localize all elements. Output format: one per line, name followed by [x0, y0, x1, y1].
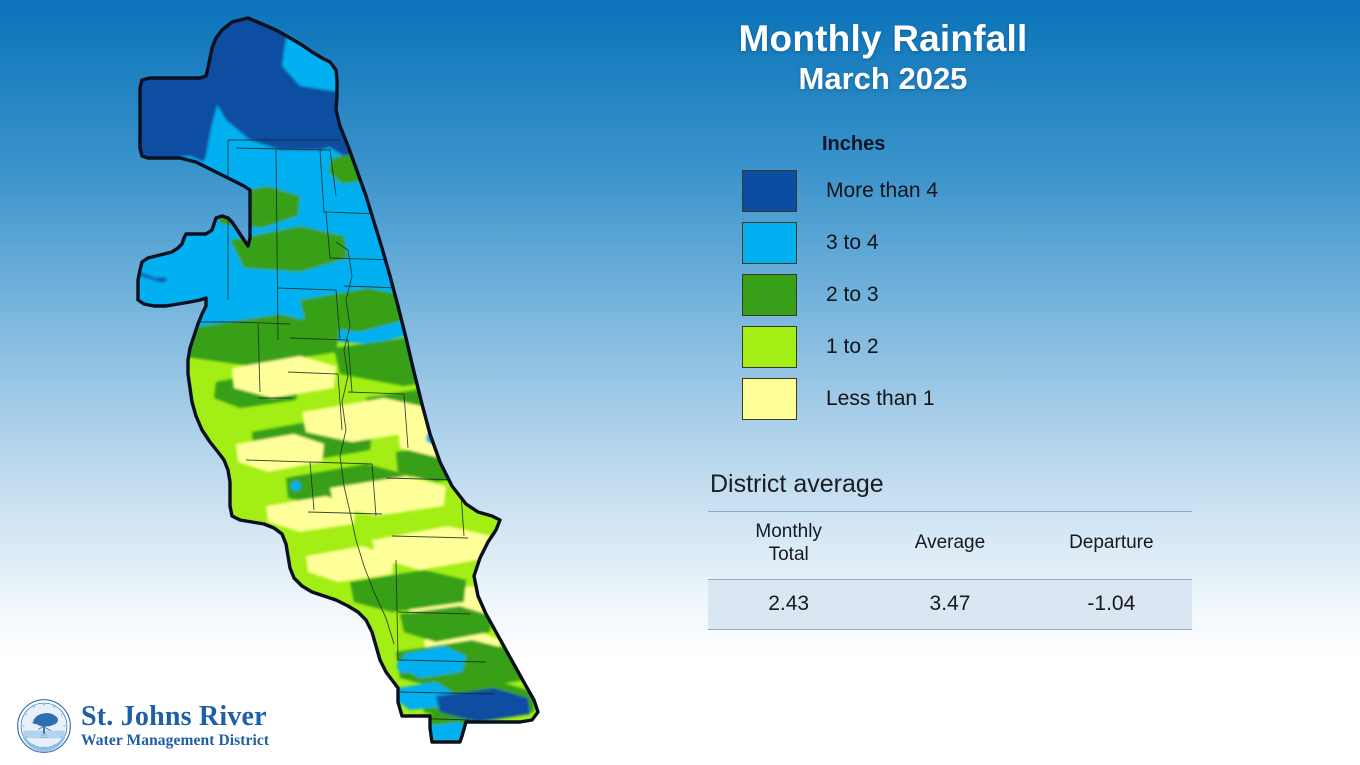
legend-label-1-to-2: 1 to 2 — [826, 335, 879, 358]
legend-swatch-1-to-2 — [742, 326, 797, 368]
rainfall-pocket-3-to-4-a — [346, 192, 438, 240]
rainfall-raster — [138, 18, 538, 742]
rainfall-band-2-to-3-south-b — [400, 606, 492, 642]
rainfall-streak-2-to-3-d — [300, 288, 414, 332]
rainfall-band-less-than-1-c — [236, 434, 324, 472]
legend-item-2-to-3: 2 to 3 — [742, 269, 938, 321]
legend-label-2-to-3: 2 to 3 — [826, 283, 879, 306]
legend-title: Inches — [822, 133, 886, 155]
legend-swatch-3-to-4 — [742, 222, 797, 264]
district-average-table: Monthly Total Average Departure 2.43 3.4… — [708, 511, 1192, 630]
rainfall-pocket-3-to-4-south-a — [402, 646, 466, 678]
rainfall-band-less-than-1-a — [232, 356, 336, 398]
rainfall-band-more-than-4-northwest — [138, 70, 220, 200]
legend-label-more-than-4: More than 4 — [826, 179, 939, 202]
district-average-block: District average Monthly Total Average D… — [708, 470, 1198, 630]
rainfall-band-less-than-1-g — [372, 526, 492, 570]
logo-line-organization: St. Johns River — [81, 701, 267, 733]
page-title: Monthly Rainfall — [738, 18, 1028, 59]
legend-label-less-than-1: Less than 1 — [826, 387, 935, 410]
cell-monthly-total: 2.43 — [708, 579, 870, 630]
legend-item-1-to-2: 1 to 2 — [742, 321, 938, 373]
legend-item-3-to-4: 3 to 4 — [742, 217, 938, 269]
rainfall-band-less-than-1-b — [302, 398, 430, 442]
rainfall-pocket-more-than-4-south — [436, 688, 530, 722]
info-panel: Monthly Rainfall March 2025 Inches More … — [600, 0, 1360, 765]
logo-line-division: Water Management District — [81, 732, 270, 750]
rainfall-band-less-than-1-h — [306, 546, 394, 582]
column-header-line1: Monthly — [755, 521, 822, 542]
logo-text: St. Johns River Water Management Distric… — [81, 703, 269, 749]
rainfall-band-less-than-1-e — [330, 476, 446, 516]
rainfall-spot-3-to-4-west — [291, 481, 301, 491]
table-header-row: Monthly Total Average Departure — [708, 511, 1192, 580]
legend-label-3-to-4: 3 to 4 — [826, 231, 879, 254]
rainfall-notch-3-to-4-north — [282, 30, 386, 92]
title-block: Monthly Rainfall March 2025 — [600, 18, 1166, 98]
legend-swatch-less-than-1 — [742, 378, 797, 420]
district-average-heading: District average — [710, 470, 884, 498]
table-row: 2.43 3.47 -1.04 — [708, 579, 1192, 630]
rainfall-notch-3-to-4-northeast — [352, 88, 436, 136]
sjrwmd-logo: St. Johns River Water Management Distric… — [16, 698, 269, 754]
legend-swatch-more-than-4 — [742, 170, 797, 212]
column-header-departure: Departure — [1030, 511, 1192, 580]
legend-item-less-than-1: Less than 1 — [742, 373, 938, 425]
cell-average: 3.47 — [869, 579, 1031, 630]
column-header-average: Average — [869, 511, 1031, 580]
map-legend: Inches More than 4 3 to 4 2 to 3 1 to 2 … — [742, 133, 938, 425]
legend-item-more-than-4: More than 4 — [742, 165, 938, 217]
rainfall-band-2-to-3-south-a — [350, 570, 466, 612]
sjrwmd-seal-icon — [17, 699, 71, 753]
rainfall-streak-2-to-3-b — [230, 226, 348, 272]
cell-departure: -1.04 — [1030, 579, 1192, 630]
map-svg — [136, 16, 540, 744]
page-subtitle: March 2025 — [798, 61, 968, 97]
district-outline — [136, 16, 540, 744]
rainfall-band-less-than-1-f — [266, 496, 356, 532]
district-rainfall-map — [0, 0, 600, 765]
rainfall-band-2-to-3-mid-west — [176, 314, 340, 366]
rainfall-spot-3-to-4-south — [397, 659, 411, 673]
legend-swatch-2-to-3 — [742, 274, 797, 316]
column-header-monthly-total: Monthly Total — [708, 511, 870, 580]
column-header-line2: Total — [768, 543, 809, 565]
